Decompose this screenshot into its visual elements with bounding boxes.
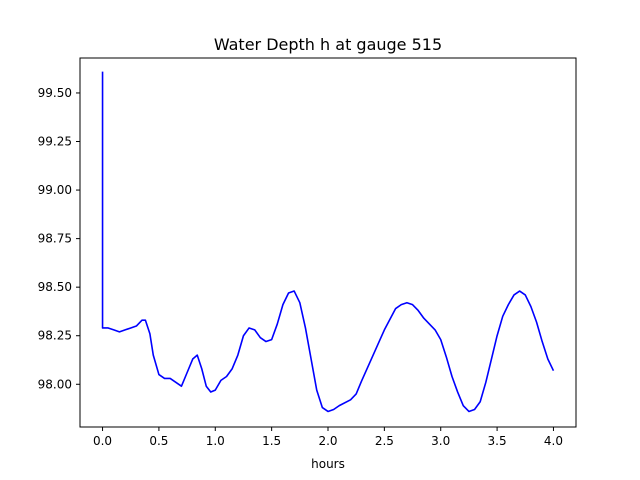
y-tick-label: 99.25 [38,135,72,149]
x-tick-label: 3.0 [431,434,450,448]
x-tick-label: 0.5 [149,434,168,448]
y-tick-label: 98.00 [38,377,72,391]
x-axis: 0.0 0.5 1.0 1.5 2.0 2.5 3.0 3.5 4.0 [93,427,563,448]
chart-title: Water Depth h at gauge 515 [214,35,442,54]
x-tick-label: 3.5 [488,434,507,448]
x-tick-label: 1.5 [262,434,281,448]
x-tick-label: 2.0 [318,434,337,448]
x-tick-label: 1.0 [206,434,225,448]
x-axis-label: hours [311,457,345,471]
y-tick-label: 99.50 [38,86,72,100]
series-line [101,71,555,413]
y-axis: 98.00 98.25 98.50 98.75 99.00 99.25 99.50 [38,86,80,391]
x-tick-label: 4.0 [544,434,563,448]
y-tick-label: 98.25 [38,329,72,343]
x-tick-label: 0.0 [93,434,112,448]
x-tick-label: 2.5 [375,434,394,448]
y-tick-label: 98.75 [38,232,72,246]
y-tick-label: 99.00 [38,183,72,197]
y-tick-label: 98.50 [38,280,72,294]
